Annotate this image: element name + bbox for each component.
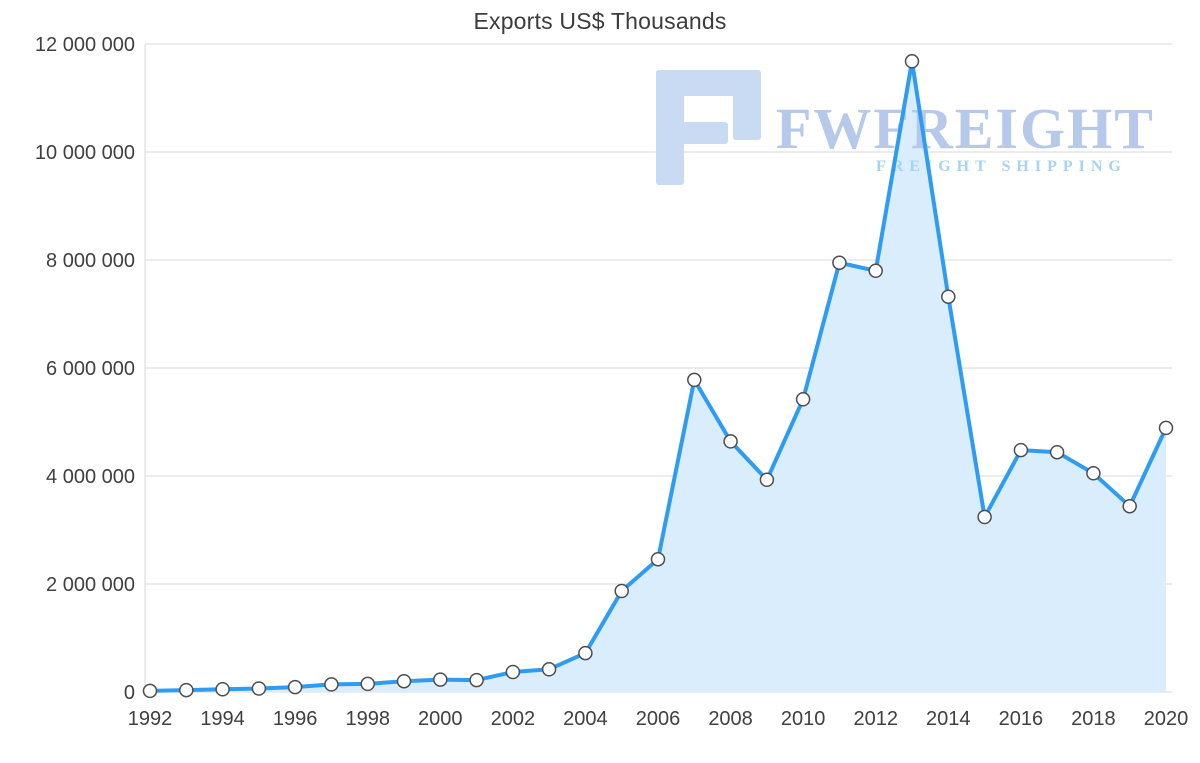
data-point [578,645,593,661]
x-tick-label: 2000 [418,708,463,730]
data-point [215,682,230,697]
y-tick-label: 6 000 000 [46,358,135,380]
fwfreight-logo-icon [656,70,761,185]
data-point [1122,498,1137,514]
x-tick-label: 2018 [1071,708,1116,730]
data-point [142,683,158,699]
data-point [614,583,629,599]
y-tick-label: 8 000 000 [46,250,135,272]
data-point [795,392,811,407]
x-tick-label: 1994 [200,708,245,730]
data-point [941,289,956,304]
x-tick-label: 2008 [708,708,753,730]
x-tick-label: 2012 [853,708,898,730]
chart-title: Exports US$ Thousands [473,8,727,34]
data-point [687,372,702,388]
data-point [433,672,448,687]
x-tick-label: 2016 [999,708,1044,730]
x-tick-label: 2004 [563,708,608,730]
data-point [360,676,375,692]
x-axis-labels: 1992 1994 1996 1998 2000 2002 2004 2006 2008 2010… [128,708,1189,730]
data-points [142,54,1174,699]
x-tick-label: 2010 [781,708,826,730]
x-tick-label: 1992 [128,708,173,730]
data-point [469,672,484,688]
y-tick-label: 12 000 000 [35,34,135,56]
x-tick-label: 2002 [491,708,536,730]
y-tick-label: 10 000 000 [35,142,135,164]
watermark-subtitle: FREIGHT SHIPPING [876,158,1127,175]
data-point [396,673,412,689]
y-tick-label: 2 000 000 [46,574,135,596]
data-point [723,434,738,449]
watermark-brand: FWFREIGHT [776,96,1155,161]
data-point [832,255,847,270]
data-point [1013,442,1029,458]
x-tick-label: 2006 [636,708,681,730]
data-point [868,263,883,279]
data-point [650,551,666,567]
y-axis-labels: 0 2 000 000 4 000 000 6 000 000 8 000 000 10 … [35,34,135,704]
x-tick-label: 1998 [345,708,390,730]
data-point [904,54,920,69]
data-point [287,679,303,695]
x-tick-label: 2020 [1144,708,1189,730]
x-tick-label: 2014 [926,708,971,730]
x-tick-label: 1996 [273,708,318,730]
y-tick-label: 4 000 000 [46,466,135,488]
data-point [505,664,521,680]
y-tick-label: 0 [124,682,135,704]
data-point [1049,444,1065,460]
data-point [251,681,267,696]
data-point [1086,466,1101,481]
data-point [179,682,194,698]
data-point [541,662,557,677]
data-point [977,509,992,525]
data-point [759,472,775,488]
data-point [324,677,339,692]
series-area [150,61,1166,693]
data-point [1158,420,1174,436]
